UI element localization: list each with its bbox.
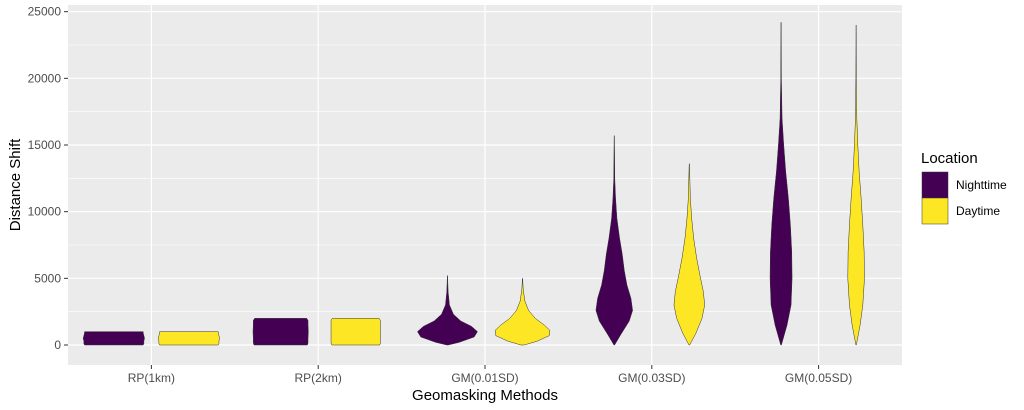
violin-nighttime-2 [417,275,478,346]
x-axis-title: Geomasking Methods [412,387,558,404]
violin-nighttime-3 [595,135,633,346]
violin-daytime-0 [157,331,220,346]
violin-daytime-4 [847,24,865,346]
y-tick-label: 10000 [28,205,62,219]
violin-daytime-3 [673,163,705,346]
legend-label-daytime: Daytime [956,204,1000,218]
legend-key-daytime [921,197,949,225]
x-axis: RP(1km) RP(2km) GM(0.01SD) GM(0.03SD) GM(0.0… [128,365,852,385]
x-tick-label: GM(0.03SD) [618,371,685,385]
legend-title: Location [921,150,978,167]
legend-key-nighttime [921,171,949,199]
x-tick-label: GM(0.01SD) [451,371,518,385]
grid-major [68,5,902,365]
y-axis: 0 5000 10000 15000 20000 25000 [28,5,68,352]
y-tick-label: 25000 [28,5,62,19]
y-tick-label: 0 [54,338,61,352]
legend-label-nighttime: Nighttime [956,178,1007,192]
x-tick-label: GM(0.05SD) [785,371,852,385]
y-tick-label: 15000 [28,138,62,152]
violin-daytime-2 [494,278,551,346]
x-tick-label: RP(2km) [295,371,342,385]
violin-daytime-1 [330,318,381,346]
violins [82,22,865,346]
y-tick-label: 5000 [34,271,61,285]
y-tick-label: 20000 [28,71,62,85]
violin-nighttime-0 [82,331,145,346]
y-axis-title: Distance Shift [7,138,24,231]
x-tick-label: RP(1km) [128,371,175,385]
violin-nighttime-1 [252,318,309,346]
violin-nighttime-4 [769,22,793,346]
legend: Location Nighttime Daytime [921,150,1007,225]
